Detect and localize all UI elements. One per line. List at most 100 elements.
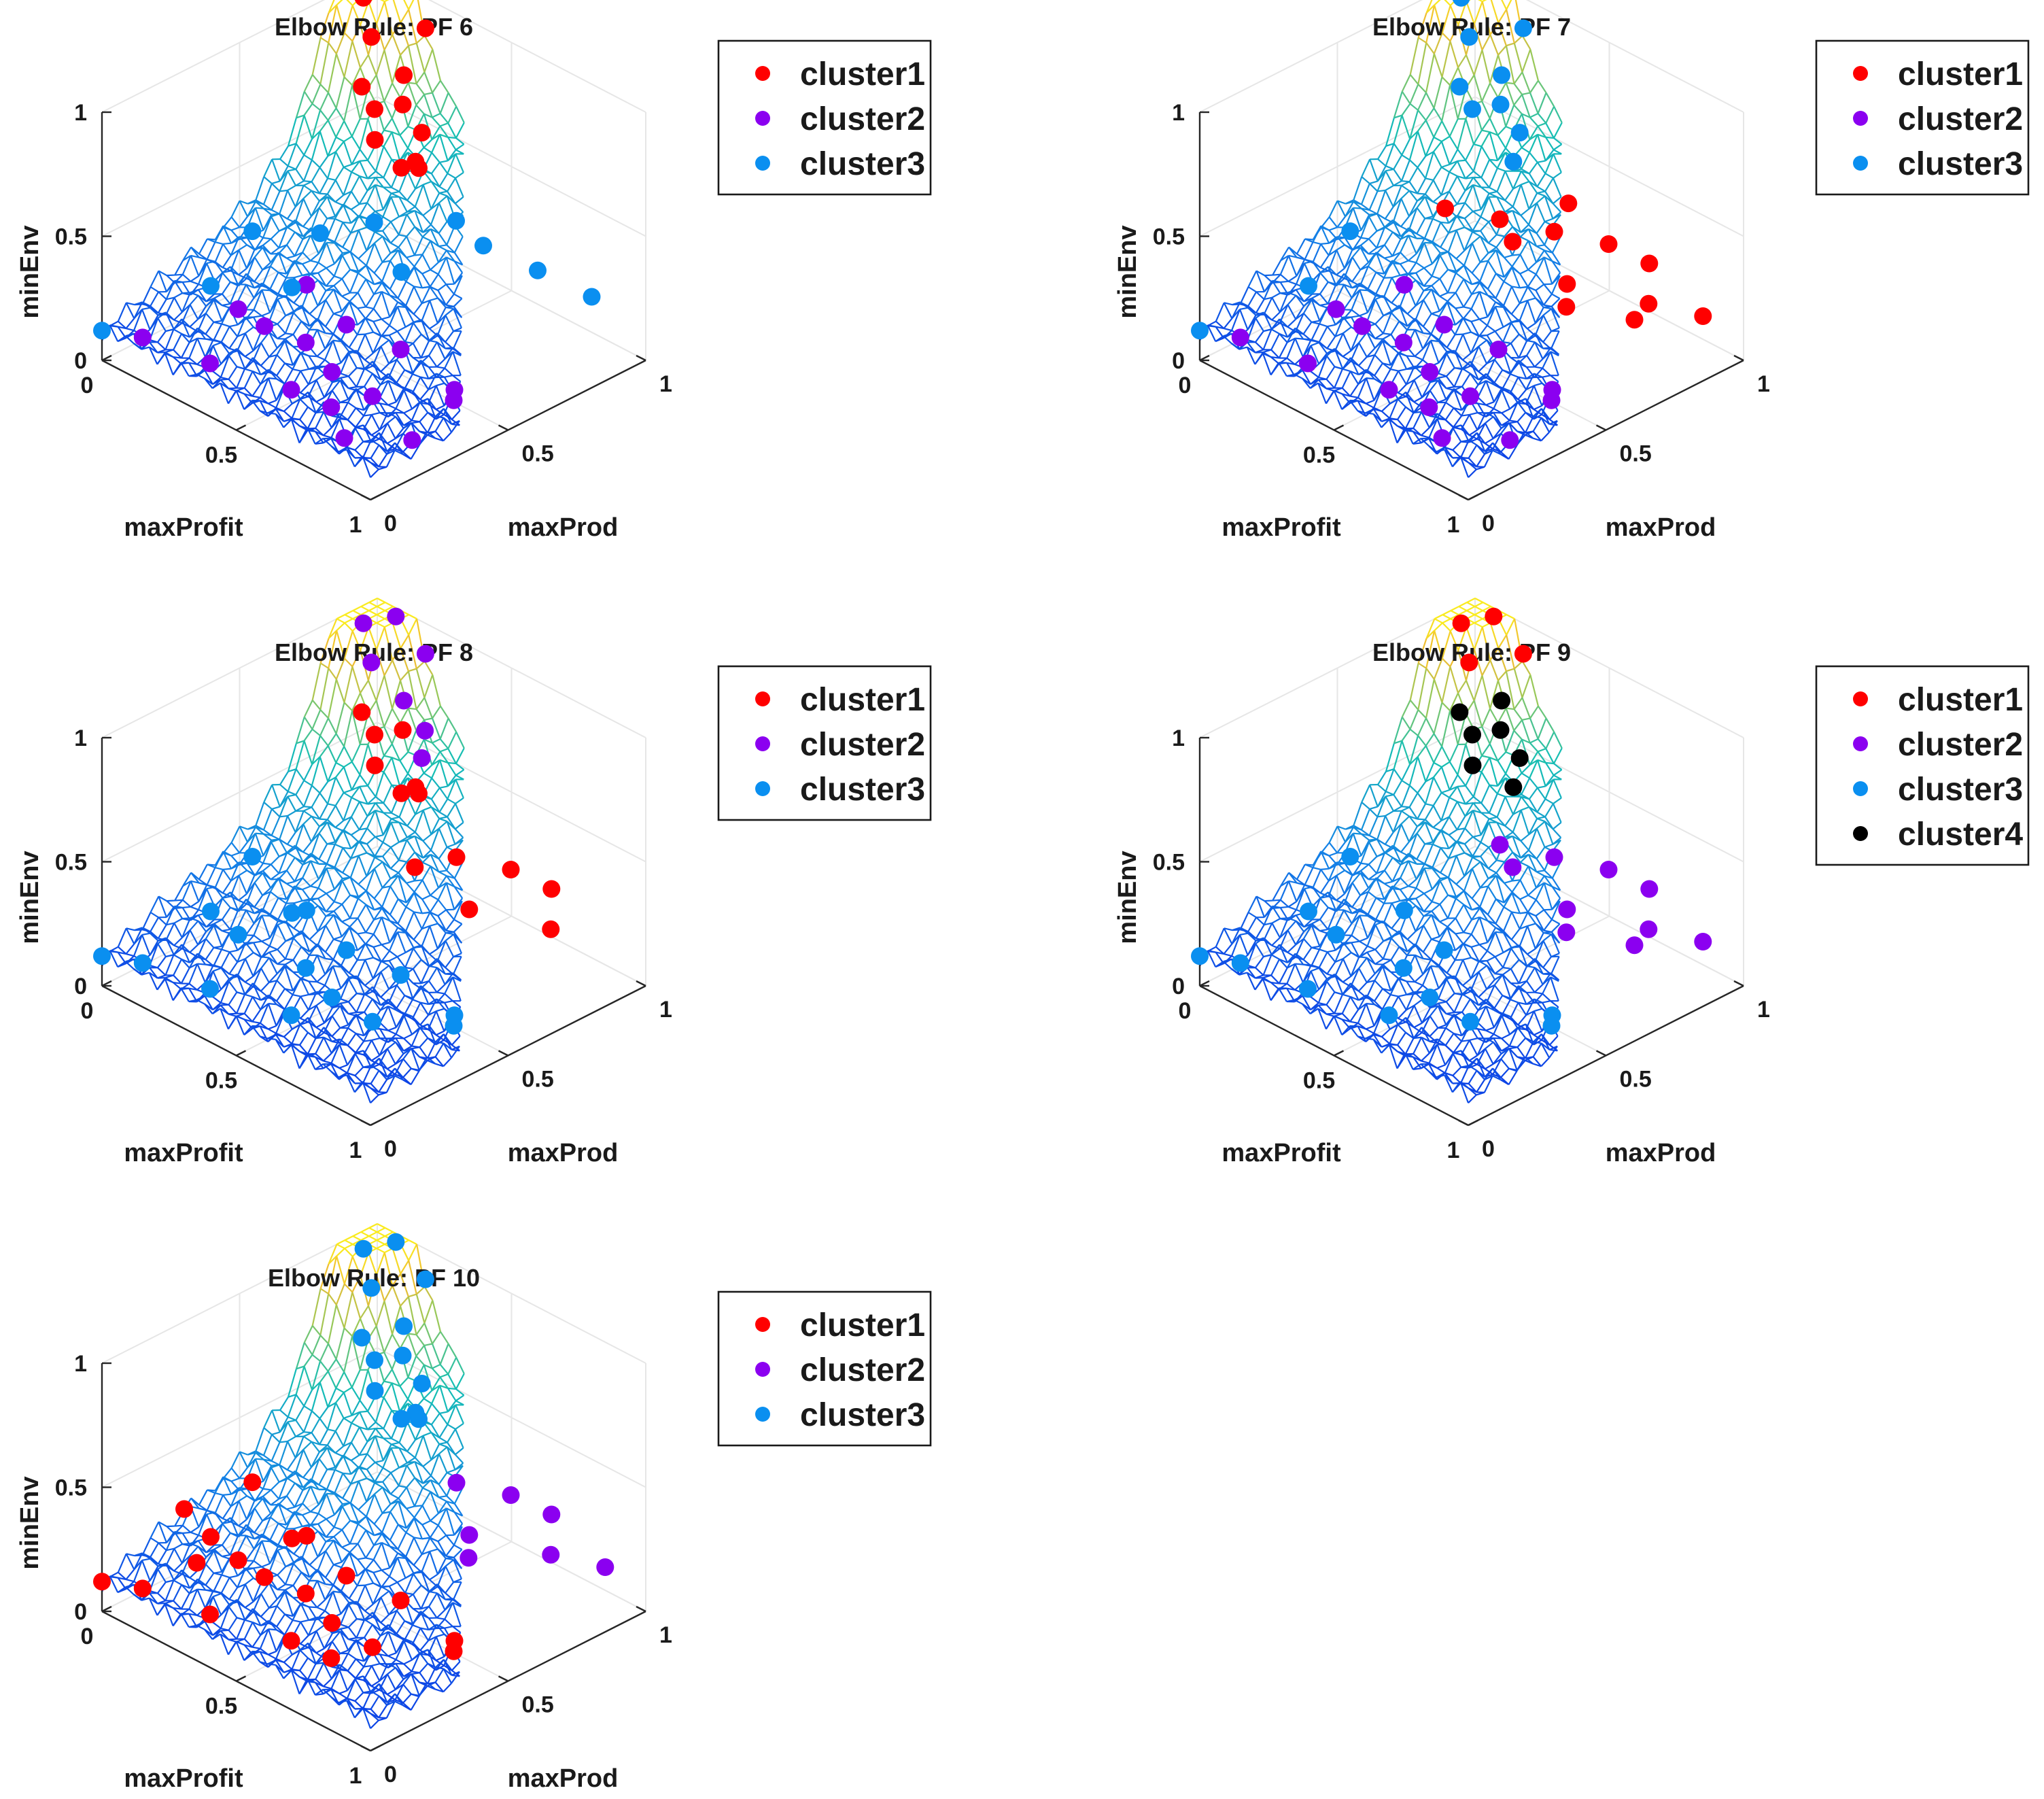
mesh-line <box>295 717 305 744</box>
legend-label-cluster1: cluster1 <box>1898 56 2023 92</box>
mesh-line <box>174 260 184 276</box>
mesh-line <box>262 247 272 263</box>
mesh-line <box>406 236 415 256</box>
mesh-line <box>173 311 183 321</box>
mesh-line <box>158 312 167 315</box>
mesh-line <box>408 42 417 47</box>
grid-line-z <box>101 0 646 113</box>
mesh-line <box>355 388 365 411</box>
mesh-line <box>373 944 382 948</box>
mesh-line <box>318 207 328 219</box>
mesh-line <box>375 75 385 102</box>
mesh-line <box>1415 262 1425 269</box>
grid-line-z <box>101 220 646 361</box>
mesh-line <box>395 416 404 429</box>
mesh-line <box>294 900 302 904</box>
mesh-line <box>432 705 441 719</box>
mesh-line <box>1433 136 1442 143</box>
mesh-line <box>358 175 368 192</box>
mesh-line <box>1358 356 1368 366</box>
mesh-line <box>267 1003 277 1027</box>
mesh-line <box>455 821 464 830</box>
mesh-line <box>173 333 183 350</box>
mesh-line <box>212 345 222 364</box>
mesh-line <box>391 118 401 136</box>
mesh-line <box>253 914 263 936</box>
mesh-line <box>1504 199 1514 207</box>
mesh-line <box>148 347 158 365</box>
mesh-line <box>1536 173 1546 188</box>
mesh-line <box>332 377 341 382</box>
mesh-line <box>407 105 417 127</box>
mesh-line <box>286 832 296 845</box>
mesh-line <box>381 236 392 254</box>
mesh-line <box>197 289 207 303</box>
mesh-line <box>1417 120 1427 132</box>
mesh-line <box>349 917 359 927</box>
mesh-line <box>333 310 342 315</box>
mesh-line <box>1361 176 1370 184</box>
mesh-line <box>434 430 445 442</box>
mesh-line <box>413 237 423 256</box>
mesh-line <box>1506 42 1515 47</box>
mesh-line <box>295 169 305 182</box>
mesh-line <box>435 408 445 420</box>
mesh-line <box>1542 367 1551 376</box>
mesh-line <box>1430 333 1440 341</box>
mesh-line <box>430 173 440 188</box>
mesh-line <box>260 356 270 366</box>
mesh-line <box>285 959 294 965</box>
mesh-line <box>262 863 272 872</box>
mesh-line <box>447 843 455 849</box>
mesh-line <box>343 41 353 78</box>
mesh-line <box>354 449 364 459</box>
mesh-line <box>1360 183 1370 205</box>
point-cluster2 <box>229 300 247 318</box>
mesh-line <box>157 341 167 351</box>
mesh-line <box>324 340 334 360</box>
mesh-line <box>294 239 304 257</box>
mesh-line <box>1401 74 1411 92</box>
mesh-line <box>423 94 433 118</box>
mesh-line <box>315 999 326 1006</box>
mesh-line <box>1468 414 1478 430</box>
mesh-line <box>351 203 360 210</box>
mesh-line <box>434 417 445 432</box>
mesh-line <box>365 919 375 933</box>
mesh-line <box>335 76 345 109</box>
mesh-line <box>302 159 313 182</box>
mesh-line <box>134 301 143 306</box>
mesh-line <box>408 0 415 10</box>
mesh-line <box>1239 307 1249 311</box>
mesh-line <box>350 215 360 233</box>
mesh-line <box>317 279 327 292</box>
mesh-line <box>230 825 241 843</box>
mesh-line <box>370 429 380 436</box>
mesh-line <box>416 35 426 44</box>
mesh-line <box>371 434 380 440</box>
mesh-line <box>411 377 421 394</box>
mesh-line <box>302 785 313 807</box>
mesh-line <box>270 230 280 240</box>
mesh-line <box>277 271 287 279</box>
mesh-line <box>405 281 415 288</box>
mesh-line <box>358 230 368 252</box>
mesh-line <box>327 177 336 181</box>
mesh-line <box>286 244 296 257</box>
mesh-line <box>346 449 356 467</box>
mesh-line <box>1409 109 1419 139</box>
mesh-line <box>335 141 345 152</box>
mesh-line <box>428 967 438 982</box>
mesh-line <box>1408 201 1418 217</box>
mesh-line <box>271 190 281 211</box>
mesh-line <box>267 377 277 401</box>
mesh-line <box>311 131 321 160</box>
mesh-line <box>1463 294 1472 308</box>
mesh-line <box>421 320 430 330</box>
mesh-line <box>455 122 465 139</box>
mesh-line <box>181 255 192 275</box>
mesh-line <box>228 961 239 975</box>
mesh-line <box>292 352 302 366</box>
mesh-line <box>311 663 322 701</box>
